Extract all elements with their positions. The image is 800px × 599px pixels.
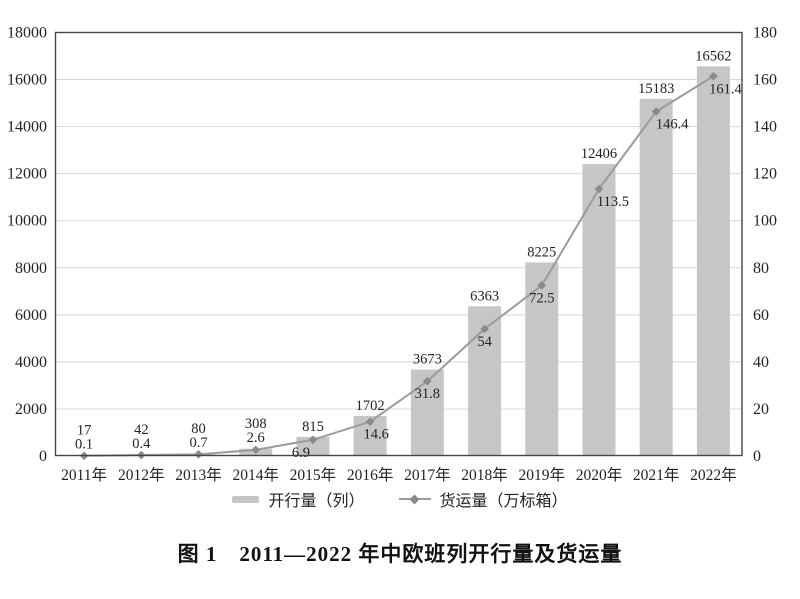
bar-value-label: 1702	[356, 398, 385, 414]
bar	[696, 66, 730, 456]
x-axis-tick-label: 2020年	[576, 466, 623, 484]
line-value-label: 2.6	[247, 430, 265, 446]
right-axis-tick-label: 60	[753, 307, 769, 324]
x-axis-tick-label: 2022年	[690, 466, 737, 484]
chart-legend: 开行量（列） 货运量（万标箱）	[0, 487, 800, 511]
bar-series-swatch-icon	[232, 495, 260, 503]
diamond-marker	[537, 281, 547, 290]
line-value-label: 72.5	[529, 290, 554, 306]
right-axis-tick-label: 160	[753, 72, 777, 89]
x-axis-tick-label: 2018年	[461, 466, 508, 484]
diamond-marker	[594, 184, 604, 194]
line-value-label: 146.4	[656, 117, 689, 133]
left-axis-tick-label: 10000	[7, 213, 47, 230]
bar	[639, 98, 673, 457]
bar-value-label: 42	[134, 422, 149, 438]
line-value-label: 54	[477, 334, 492, 350]
bar-value-label: 16562	[695, 48, 731, 64]
bar-value-label: 308	[245, 416, 267, 432]
figure-caption: 图 1 2011—2022 年中欧班列开行量及货运量	[177, 542, 623, 566]
bar-series	[67, 66, 730, 457]
line-value-label: 6.9	[292, 445, 310, 461]
right-axis-tick-label: 0	[753, 448, 761, 465]
x-axis-tick-label: 2017年	[404, 466, 451, 484]
line-value-label: 0.4	[132, 436, 151, 452]
bar-value-label: 15183	[638, 81, 674, 97]
left-axis-tick-label: 8000	[15, 260, 47, 277]
x-axis-tick-label: 2011年	[61, 466, 107, 484]
left-axis-tick-label: 18000	[7, 25, 47, 42]
left-axis-tick-label: 4000	[15, 354, 47, 371]
line-series-swatch-icon	[398, 494, 431, 504]
diamond-marker	[651, 107, 661, 116]
y-axis-right-labels: 0 20 40 60 80 100 120 140 160 180	[753, 25, 777, 466]
left-axis-tick-label: 14000	[7, 119, 47, 136]
x-axis-tick-label: 2019年	[519, 466, 566, 484]
x-axis-labels: 2011年 2012年 2013年 2014年 2015年 2016年 2017年 2018年…	[61, 466, 737, 484]
bar-value-label: 17	[77, 423, 92, 439]
right-axis-tick-label: 100	[753, 213, 777, 230]
bar-value-label: 815	[302, 419, 324, 435]
line-value-label: 0.1	[75, 437, 93, 453]
line-value-label: 113.5	[597, 194, 629, 210]
right-axis-tick-label: 120	[753, 166, 777, 183]
left-axis-tick-label: 0	[39, 448, 47, 465]
diamond-marker	[709, 71, 718, 81]
trend-line	[84, 75, 714, 457]
bar-value-label: 3673	[413, 352, 442, 368]
diamond-marker	[423, 376, 432, 386]
legend-item-line-series: 货运量（万标箱）	[398, 487, 568, 511]
bar-value-label: 80	[191, 421, 206, 437]
diamond-marker	[480, 324, 489, 334]
diamond-marker-icon	[409, 494, 420, 504]
diamond-marker	[365, 417, 375, 426]
diamond-marker	[194, 450, 203, 459]
gridlines	[55, 79, 742, 410]
right-axis-tick-label: 20	[753, 401, 769, 418]
bar-value-label: 6363	[470, 288, 499, 304]
x-axis-tick-label: 2014年	[232, 466, 279, 484]
legend-line-label: 货运量（万标箱）	[439, 493, 568, 510]
plot-border	[54, 31, 743, 457]
diamond-marker	[308, 435, 318, 445]
line-series	[79, 71, 718, 461]
line-value-label: 14.6	[363, 427, 388, 443]
left-axis-tick-label: 2000	[15, 401, 47, 418]
x-axis-tick-label: 2021年	[633, 466, 680, 484]
bar-value-label: 8225	[527, 244, 556, 260]
left-axis-tick-label: 6000	[15, 307, 47, 324]
left-axis-tick-label: 16000	[7, 72, 47, 89]
right-axis-tick-label: 180	[753, 25, 777, 42]
right-axis-tick-label: 140	[753, 119, 777, 136]
x-axis-tick-label: 2015年	[290, 466, 337, 484]
x-axis-tick-label: 2013年	[175, 466, 222, 484]
line-value-label: 31.8	[415, 386, 440, 402]
combo-chart: 170.1420.4800.73082.68156.9170214.636733…	[7, 25, 777, 485]
right-axis-tick-label: 40	[753, 354, 769, 371]
legend-bar-label: 开行量（列）	[268, 493, 365, 510]
line-value-label: 0.7	[189, 435, 207, 451]
bar	[582, 164, 616, 457]
x-axis-tick-label: 2012年	[118, 466, 165, 484]
x-axis-tick-label: 2016年	[347, 466, 394, 484]
right-axis-tick-label: 80	[753, 260, 769, 277]
line-value-label: 161.4	[709, 81, 742, 97]
y-axis-left-labels: 0 2000 4000 6000 8000 10000 12000 14000 16000 180…	[7, 25, 47, 466]
diamond-marker	[251, 445, 261, 455]
bar-value-label: 12406	[581, 146, 617, 162]
legend-item-bar-series: 开行量（列）	[232, 487, 365, 511]
left-axis-tick-label: 12000	[7, 166, 47, 183]
